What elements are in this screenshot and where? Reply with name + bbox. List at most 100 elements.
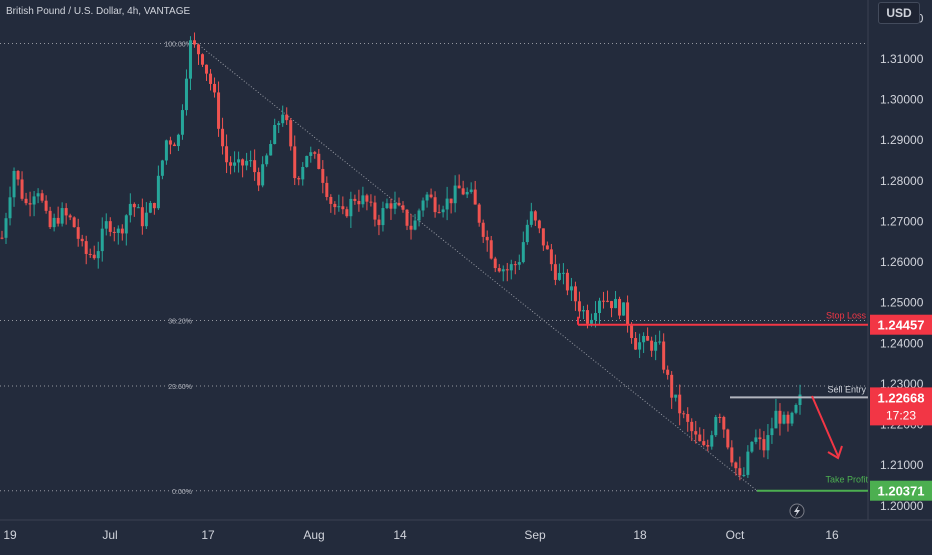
candle-body bbox=[80, 238, 84, 242]
candle-body bbox=[365, 195, 369, 202]
candle-body bbox=[585, 310, 589, 324]
fib-level-label: 100.00% bbox=[164, 41, 192, 48]
x-tick-label: Aug bbox=[303, 528, 324, 542]
candle-body bbox=[172, 144, 176, 147]
candle-body bbox=[317, 153, 321, 169]
candle-body bbox=[261, 164, 265, 186]
candle-body bbox=[405, 209, 409, 226]
candle-body bbox=[682, 413, 686, 415]
candle-body bbox=[593, 313, 597, 320]
candle-body bbox=[124, 215, 128, 234]
candle-body bbox=[581, 310, 585, 312]
candle-body bbox=[205, 64, 209, 74]
y-tick-label: 1.24000 bbox=[880, 336, 924, 350]
candle-body bbox=[485, 236, 489, 241]
candle-body bbox=[108, 221, 112, 232]
candle-body bbox=[361, 195, 365, 205]
candle-body bbox=[714, 416, 718, 436]
candle-body bbox=[630, 325, 634, 339]
candle-body bbox=[413, 220, 417, 230]
candle-body bbox=[325, 182, 329, 197]
candle-body bbox=[96, 251, 100, 259]
candle-body bbox=[553, 264, 557, 280]
candle-body bbox=[201, 54, 205, 65]
candle-body bbox=[754, 437, 758, 442]
candle-body bbox=[497, 268, 501, 272]
candle-body bbox=[221, 128, 225, 147]
candle-body bbox=[144, 212, 148, 227]
candle-body bbox=[694, 431, 698, 435]
x-tick-label: Sep bbox=[524, 528, 546, 542]
candle-body bbox=[678, 394, 682, 414]
candle-body bbox=[473, 189, 477, 205]
candle-body bbox=[533, 211, 537, 221]
fib-level-label: 38.20% bbox=[168, 319, 192, 326]
candle-body bbox=[517, 262, 521, 265]
candle-body bbox=[606, 300, 610, 302]
candle-body bbox=[417, 210, 421, 221]
candle-body bbox=[602, 300, 606, 302]
candle-body bbox=[92, 254, 96, 259]
candle-body bbox=[285, 114, 289, 121]
candle-body bbox=[670, 374, 674, 398]
candle-body bbox=[377, 219, 381, 226]
candle-body bbox=[16, 170, 20, 180]
candle-body bbox=[642, 335, 646, 343]
candle-body bbox=[112, 231, 116, 233]
candle-body bbox=[698, 434, 702, 442]
candle-body bbox=[762, 439, 766, 451]
candle-body bbox=[140, 207, 144, 227]
candle-body bbox=[750, 441, 754, 452]
candle-body bbox=[766, 435, 770, 451]
candle-body bbox=[638, 342, 642, 350]
candle-body bbox=[401, 205, 405, 210]
candle-body bbox=[24, 198, 28, 204]
candle-body bbox=[541, 228, 545, 246]
candle-body bbox=[225, 146, 229, 163]
candle-body bbox=[76, 227, 80, 239]
currency-selector[interactable]: USD bbox=[878, 2, 920, 24]
candle-body bbox=[614, 298, 618, 309]
candle-body bbox=[389, 203, 393, 209]
x-tick-label: 14 bbox=[393, 528, 407, 542]
candle-body bbox=[104, 221, 108, 229]
candle-body bbox=[654, 341, 658, 351]
candle-body bbox=[646, 335, 650, 341]
candle-body bbox=[309, 152, 313, 156]
candle-body bbox=[241, 159, 245, 166]
candle-body bbox=[662, 341, 666, 370]
candle-body bbox=[441, 209, 445, 213]
candle-body bbox=[209, 73, 213, 84]
candle-body bbox=[489, 240, 493, 259]
candle-body bbox=[293, 146, 297, 179]
candle-body bbox=[8, 197, 12, 219]
candle-body bbox=[152, 202, 156, 209]
candle-body bbox=[469, 189, 473, 192]
candle-body bbox=[180, 110, 184, 135]
candle-body bbox=[477, 204, 481, 223]
x-tick-label: Jul bbox=[102, 528, 117, 542]
candle-body bbox=[257, 172, 261, 186]
candle-body bbox=[217, 92, 221, 129]
candle-body bbox=[597, 300, 601, 314]
y-tick-label: 1.31000 bbox=[880, 52, 924, 66]
candle-body bbox=[397, 202, 401, 206]
stop-loss-label: Stop Loss bbox=[826, 311, 867, 321]
candle-body bbox=[650, 340, 654, 351]
bar-countdown: 17:23 bbox=[886, 408, 916, 422]
candle-body bbox=[100, 228, 104, 252]
y-tick-label: 1.27000 bbox=[880, 214, 924, 228]
candle-body bbox=[164, 140, 168, 161]
candle-body bbox=[148, 202, 152, 213]
take-profit-label: Take Profit bbox=[825, 475, 868, 485]
y-tick-label: 1.28000 bbox=[880, 174, 924, 188]
candle-body bbox=[72, 217, 76, 228]
candle-body bbox=[277, 123, 281, 126]
candle-body bbox=[196, 44, 200, 55]
sell-entry-price: 1.22668 bbox=[878, 390, 925, 405]
candle-body bbox=[333, 203, 337, 208]
candle-body bbox=[32, 196, 36, 205]
candle-body bbox=[513, 264, 517, 266]
